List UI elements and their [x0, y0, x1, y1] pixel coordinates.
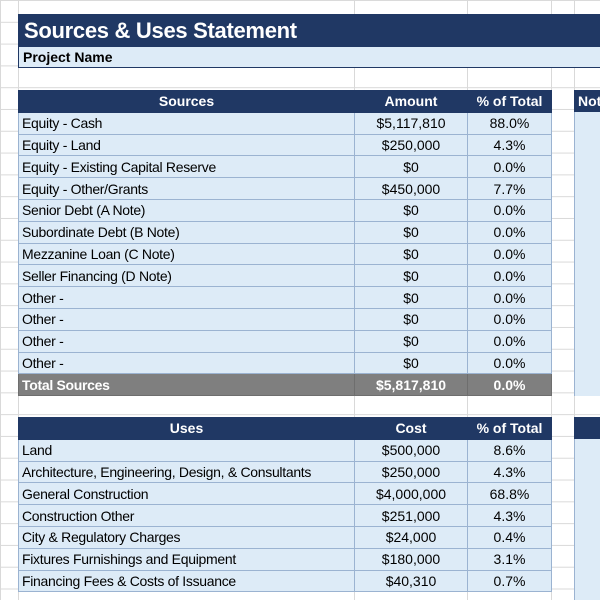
- sources-header-cell[interactable]: Sources: [18, 90, 355, 113]
- uses-header-cell[interactable]: Uses: [18, 417, 355, 440]
- percent-cell[interactable]: 7.7%: [467, 177, 552, 200]
- project-name-cell[interactable]: Project Name: [18, 47, 600, 68]
- sources-header-cell[interactable]: % of Total: [467, 90, 552, 113]
- percent-cell[interactable]: 88.0%: [467, 111, 552, 135]
- amount-cell[interactable]: $0: [354, 329, 468, 353]
- table-row: Senior Debt (A Note) $0 0.0%: [18, 198, 552, 222]
- percent-cell[interactable]: 4.3%: [467, 133, 552, 157]
- percent-cell[interactable]: 0.0%: [467, 242, 552, 266]
- table-row: Mezzanine Loan (C Note) $0 0.0%: [18, 242, 552, 266]
- notes-column[interactable]: [574, 112, 600, 396]
- sources-header-cell[interactable]: Amount: [354, 90, 468, 113]
- table-row: Equity - Existing Capital Reserve $0 0.0%: [18, 155, 552, 179]
- table-row: Architecture, Engineering, Design, & Con…: [18, 460, 552, 484]
- amount-cell[interactable]: $0: [354, 351, 468, 375]
- notes-header-cell[interactable]: Not: [574, 90, 600, 112]
- table-row: Other - $0 0.0%: [18, 286, 552, 309]
- amount-cell[interactable]: $0: [354, 286, 468, 309]
- table-row: General Construction $4,000,000 68.8%: [18, 482, 552, 506]
- table-row: Seller Financing (D Note) $0 0.0%: [18, 264, 552, 288]
- amount-cell[interactable]: $5,117,810: [354, 111, 468, 135]
- row-label-cell[interactable]: Seller Financing (D Note): [18, 264, 355, 288]
- row-label-cell[interactable]: Land: [18, 438, 355, 462]
- percent-cell[interactable]: 0.4%: [467, 525, 552, 549]
- notes-column-uses[interactable]: [574, 439, 600, 600]
- percent-cell[interactable]: 0.0%: [467, 264, 552, 288]
- row-label-cell[interactable]: Other -: [18, 286, 355, 309]
- percent-cell[interactable]: 8.6%: [467, 438, 552, 462]
- sheet-title[interactable]: Sources & Uses Statement: [18, 14, 600, 47]
- percent-cell[interactable]: 0.7%: [467, 569, 552, 593]
- table-row: City & Regulatory Charges $24,000 0.4%: [18, 525, 552, 549]
- table-row: Equity - Cash $5,117,810 88.0%: [18, 111, 552, 135]
- total-amount-cell[interactable]: $5,817,810: [354, 373, 468, 397]
- percent-cell[interactable]: 68.8%: [467, 482, 552, 506]
- notes-header-cell-uses[interactable]: [574, 417, 600, 439]
- table-row: Subordinate Debt (B Note) $0 0.0%: [18, 220, 552, 244]
- amount-cell[interactable]: $0: [354, 220, 468, 244]
- amount-cell[interactable]: $180,000: [354, 547, 468, 571]
- amount-cell[interactable]: $251,000: [354, 504, 468, 527]
- amount-cell[interactable]: $40,310: [354, 569, 468, 593]
- table-row: Other - $0 0.0%: [18, 329, 552, 353]
- amount-cell[interactable]: $4,000,000: [354, 482, 468, 506]
- amount-cell[interactable]: $24,000: [354, 525, 468, 549]
- row-label-cell[interactable]: Other -: [18, 329, 355, 353]
- percent-cell[interactable]: 0.0%: [467, 351, 552, 375]
- row-label-cell[interactable]: Equity - Cash: [18, 111, 355, 135]
- percent-cell[interactable]: 0.0%: [467, 307, 552, 331]
- percent-cell[interactable]: 4.3%: [467, 504, 552, 527]
- amount-cell[interactable]: $250,000: [354, 460, 468, 484]
- amount-cell[interactable]: $0: [354, 155, 468, 179]
- table-row: Land $500,000 8.6%: [18, 438, 552, 462]
- percent-cell[interactable]: 0.0%: [467, 286, 552, 309]
- sources-table: Sources Amount% of Total Equity - Cash $5,1…: [18, 90, 552, 397]
- uses-header-cell[interactable]: % of Total: [467, 417, 552, 440]
- row-label-cell[interactable]: General Construction: [18, 482, 355, 506]
- row-label-cell[interactable]: Other -: [18, 307, 355, 331]
- row-label-cell[interactable]: Mezzanine Loan (C Note): [18, 242, 355, 266]
- table-row: Fixtures Furnishings and Equipment $180,0…: [18, 547, 552, 571]
- percent-cell[interactable]: 0.0%: [467, 329, 552, 353]
- amount-cell[interactable]: $0: [354, 307, 468, 331]
- uses-table: Uses Cost% of Total Land $500,000 8.6% Archit…: [18, 417, 552, 593]
- amount-cell[interactable]: $500,000: [354, 438, 468, 462]
- row-label-cell[interactable]: Equity - Existing Capital Reserve: [18, 155, 355, 179]
- row-label-cell[interactable]: City & Regulatory Charges: [18, 525, 355, 549]
- uses-header-cell[interactable]: Cost: [354, 417, 468, 440]
- percent-cell[interactable]: 0.0%: [467, 198, 552, 222]
- percent-cell[interactable]: 0.0%: [467, 155, 552, 179]
- row-label-cell[interactable]: Fixtures Furnishings and Equipment: [18, 547, 355, 571]
- table-row: Construction Other $251,000 4.3%: [18, 504, 552, 527]
- row-label-cell[interactable]: Subordinate Debt (B Note): [18, 220, 355, 244]
- table-row: Equity - Other/Grants $450,000 7.7%: [18, 177, 552, 200]
- table-row: Equity - Land $250,000 4.3%: [18, 133, 552, 157]
- row-label-cell[interactable]: Other -: [18, 351, 355, 375]
- total-percent-cell[interactable]: 0.0%: [467, 373, 552, 397]
- row-label-cell[interactable]: Construction Other: [18, 504, 355, 527]
- percent-cell[interactable]: 3.1%: [467, 547, 552, 571]
- percent-cell[interactable]: 4.3%: [467, 460, 552, 484]
- amount-cell[interactable]: $250,000: [354, 133, 468, 157]
- uses-header-row: Uses Cost% of Total: [18, 417, 552, 440]
- table-row: Other - $0 0.0%: [18, 351, 552, 375]
- row-label-cell[interactable]: Equity - Land: [18, 133, 355, 157]
- column-divider: [551, 0, 552, 600]
- amount-cell[interactable]: $450,000: [354, 177, 468, 200]
- amount-cell[interactable]: $0: [354, 242, 468, 266]
- sources-header-row: Sources Amount% of Total: [18, 90, 552, 113]
- percent-cell[interactable]: 0.0%: [467, 220, 552, 244]
- amount-cell[interactable]: $0: [354, 264, 468, 288]
- row-label-cell[interactable]: Financing Fees & Costs of Issuance: [18, 569, 355, 593]
- table-row: Other - $0 0.0%: [18, 307, 552, 331]
- amount-cell[interactable]: $0: [354, 198, 468, 222]
- row-label-cell[interactable]: Equity - Other/Grants: [18, 177, 355, 200]
- row-label-cell[interactable]: Architecture, Engineering, Design, & Con…: [18, 460, 355, 484]
- row-label-cell[interactable]: Senior Debt (A Note): [18, 198, 355, 222]
- total-label-cell[interactable]: Total Sources: [18, 373, 355, 397]
- table-row: Financing Fees & Costs of Issuance $40,31…: [18, 569, 552, 593]
- total-row: Total Sources $5,817,810 0.0%: [18, 373, 552, 397]
